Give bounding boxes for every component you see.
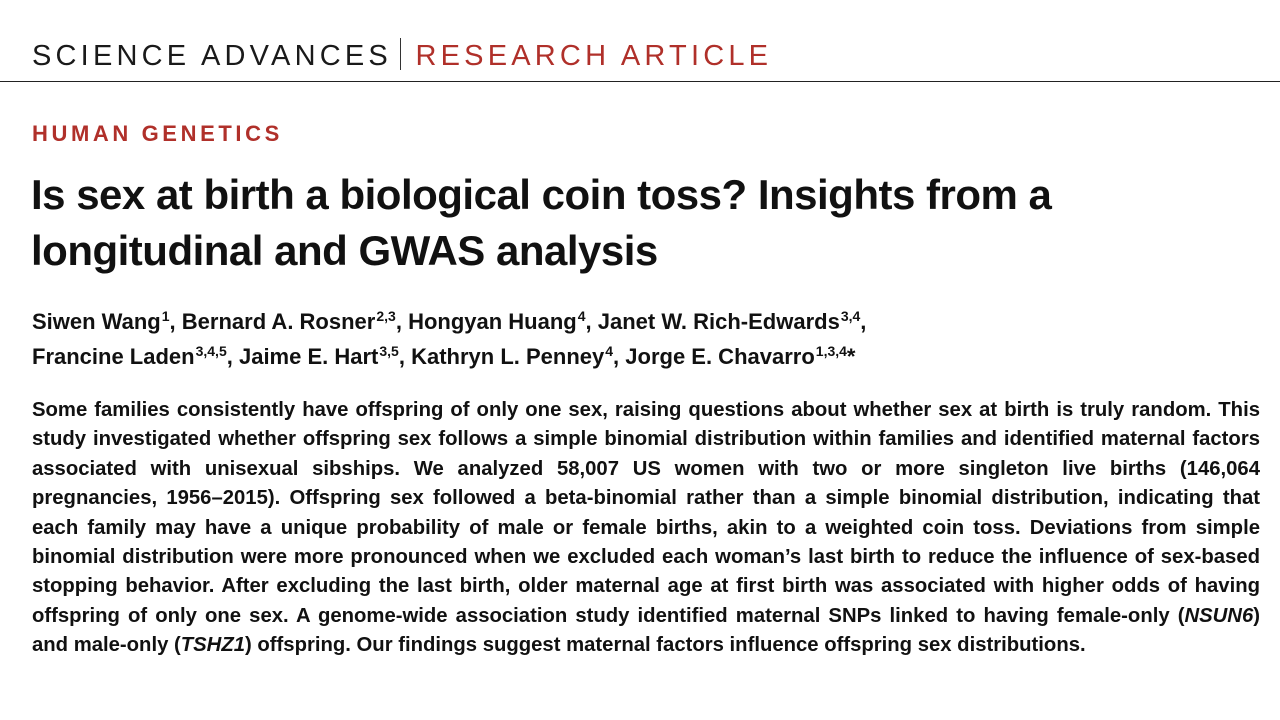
abstract-text: Some families consistently have offsprin… xyxy=(32,399,1260,627)
masthead-separator xyxy=(399,38,402,70)
abstract-text: ) and male-only ( xyxy=(32,604,1260,657)
author-name: Janet W. Rich-Edwards xyxy=(597,309,840,334)
author-affiliation: 3,5 xyxy=(379,343,399,359)
author-name: Francine Laden xyxy=(32,344,195,369)
author-name: Jorge E. Chavarro xyxy=(625,344,815,369)
author-name: Siwen Wang xyxy=(32,309,161,334)
author-name: Jaime E. Hart xyxy=(238,344,379,369)
author-affiliation: 3,4,5 xyxy=(195,343,227,359)
author-name: Bernard A. Rosner xyxy=(181,309,376,334)
author-affiliation: 2,3 xyxy=(376,308,396,324)
journal-masthead: SCIENCE ADVANCES RESEARCH ARTICLE xyxy=(32,36,772,76)
author-name: Hongyan Huang xyxy=(408,309,577,334)
section-label: HUMAN GENETICS xyxy=(32,121,283,146)
author-affiliation: 3,4 xyxy=(840,308,861,324)
abstract: Some families consistently have offsprin… xyxy=(32,396,1260,661)
article-title: Is sex at birth a biological coin toss? … xyxy=(31,171,1052,274)
abstract-text: ) offspring. Our findings suggest matern… xyxy=(245,634,1086,657)
gene-name: TSHZ1 xyxy=(180,634,245,657)
corresponding-author-marker: * xyxy=(846,344,856,369)
author-affiliation: 1,3,4 xyxy=(815,343,847,359)
gene-name: NSUN6 xyxy=(1184,604,1254,627)
author-list: Siwen Wang1, Bernard A. Rosner2,3, Hongy… xyxy=(32,308,867,369)
author-affiliation: 1 xyxy=(161,308,170,324)
header-rule xyxy=(0,81,1280,82)
author-affiliation: 4 xyxy=(605,343,614,359)
author-name: Kathryn L. Penney xyxy=(411,344,605,369)
journal-name: SCIENCE ADVANCES xyxy=(32,40,392,72)
author-affiliation: 4 xyxy=(577,308,586,324)
article-type: RESEARCH ARTICLE xyxy=(415,40,773,72)
